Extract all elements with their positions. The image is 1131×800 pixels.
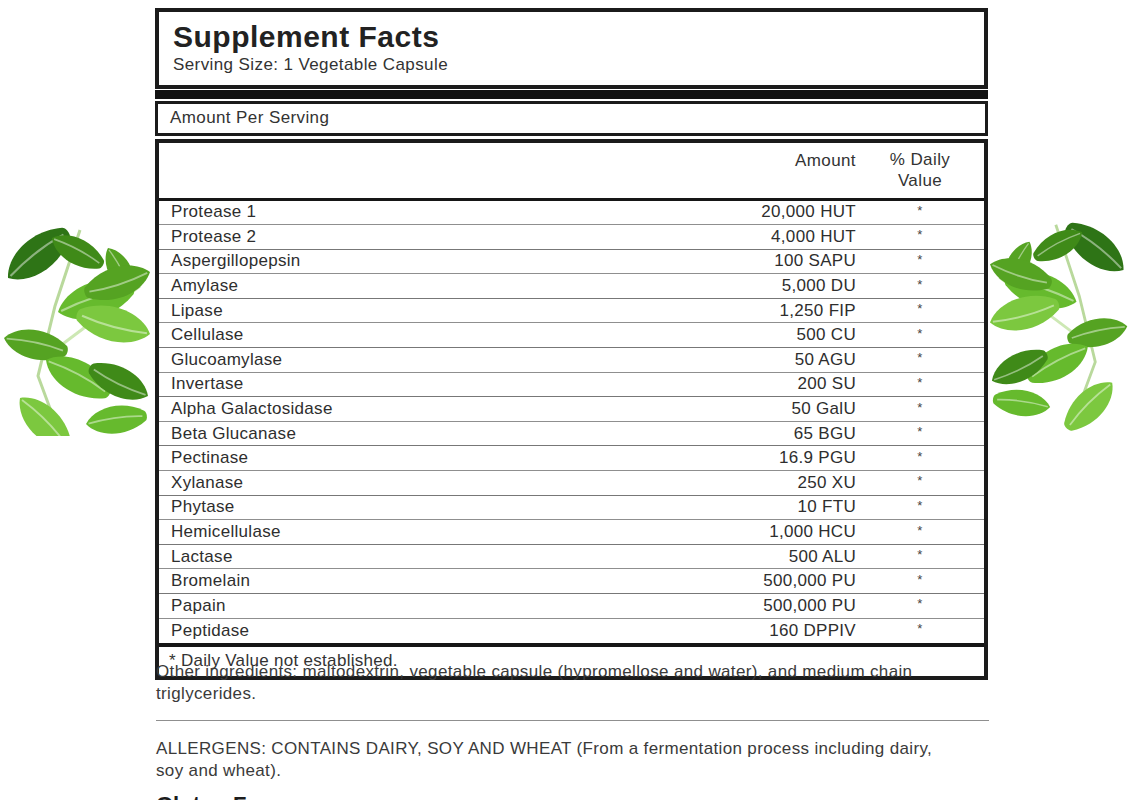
table-row: Phytase 10 FTU *	[159, 496, 984, 521]
ingredient-amount: 500 ALU	[670, 547, 856, 567]
ingredient-amount: 100 SAPU	[670, 251, 856, 271]
ingredient-amount: 10 FTU	[670, 497, 856, 517]
ingredient-dv: *	[856, 252, 984, 267]
ingredient-name: Cellulase	[159, 325, 670, 345]
table-row: Beta Glucanase 65 BGU *	[159, 422, 984, 447]
table-row: Lipase 1,250 FIP *	[159, 299, 984, 324]
table-row: Cellulase 500 CU *	[159, 323, 984, 348]
ingredient-name: Amylase	[159, 276, 670, 296]
table-header-row: Amount % Daily Value	[159, 143, 984, 201]
footer-text-block: Other ingredients: maltodextrin, vegetab…	[156, 661, 989, 800]
ingredient-dv: *	[856, 400, 984, 415]
table-row: Invertase 200 SU *	[159, 373, 984, 398]
ingredient-amount: 500 CU	[670, 325, 856, 345]
table-row: Xylanase 250 XU *	[159, 471, 984, 496]
ingredient-dv: *	[856, 473, 984, 488]
amount-per-serving-box: Amount Per Serving	[155, 101, 988, 136]
leaf-cluster-right-icon	[988, 221, 1131, 433]
table-row: Protease 2 4,000 HUT *	[159, 225, 984, 250]
ingredient-name: Xylanase	[159, 473, 670, 493]
ingredient-dv: *	[856, 277, 984, 292]
title-box: Supplement Facts Serving Size: 1 Vegetab…	[155, 8, 988, 89]
daily-value-line1: % Daily	[890, 150, 950, 169]
ingredient-dv: *	[856, 547, 984, 562]
ingredient-name: Glucoamylase	[159, 350, 670, 370]
ingredient-name: Phytase	[159, 497, 670, 517]
table-row: Peptidase 160 DPPIV *	[159, 619, 984, 644]
leaf-cluster-left-icon	[0, 226, 152, 436]
allergens-text: ALLERGENS: CONTAINS DAIRY, SOY AND WHEAT…	[156, 738, 946, 783]
table-row: Glucoamylase 50 AGU *	[159, 348, 984, 373]
ingredient-amount: 250 XU	[670, 473, 856, 493]
ingredient-dv: *	[856, 572, 984, 587]
footer-divider	[156, 720, 989, 721]
ingredient-dv: *	[856, 350, 984, 365]
ingredients-table: Amount % Daily Value Protease 1 20,000 H…	[155, 139, 988, 680]
ingredient-amount: 50 GalU	[670, 399, 856, 419]
ingredient-amount: 5,000 DU	[670, 276, 856, 296]
table-row: Amylase 5,000 DU *	[159, 274, 984, 299]
ingredient-amount: 65 BGU	[670, 424, 856, 444]
panel-title: Supplement Facts	[173, 20, 970, 53]
table-row: Papain 500,000 PU *	[159, 594, 984, 619]
supplement-label-image: Supplement Facts Serving Size: 1 Vegetab…	[0, 0, 1131, 800]
table-row: Aspergillopepsin 100 SAPU *	[159, 250, 984, 275]
ingredient-name: Lactase	[159, 547, 670, 567]
ingredient-amount: 160 DPPIV	[670, 621, 856, 641]
supplement-facts-panel: Supplement Facts Serving Size: 1 Vegetab…	[155, 8, 988, 680]
serving-size-text: Serving Size: 1 Vegetable Capsule	[173, 55, 970, 75]
amount-per-serving-text: Amount Per Serving	[170, 108, 329, 127]
gluten-free-text: Gluten-Free	[156, 792, 989, 800]
ingredient-dv: *	[856, 203, 984, 218]
ingredient-name: Lipase	[159, 301, 670, 321]
ingredient-name: Beta Glucanase	[159, 424, 670, 444]
ingredient-name: Protease 2	[159, 227, 670, 247]
table-row: Hemicellulase 1,000 HCU *	[159, 520, 984, 545]
table-row: Lactase 500 ALU *	[159, 545, 984, 570]
ingredient-name: Invertase	[159, 374, 670, 394]
table-row: Protease 1 20,000 HUT *	[159, 201, 984, 226]
ingredient-name: Alpha Galactosidase	[159, 399, 670, 419]
ingredient-dv: *	[856, 424, 984, 439]
ingredient-amount: 4,000 HUT	[670, 227, 856, 247]
ingredient-amount: 500,000 PU	[670, 571, 856, 591]
ingredient-amount: 50 AGU	[670, 350, 856, 370]
ingredient-name: Pectinase	[159, 448, 670, 468]
table-rows: Protease 1 20,000 HUT * Protease 2 4,000…	[159, 201, 984, 644]
ingredient-name: Peptidase	[159, 621, 670, 641]
ingredient-dv: *	[856, 621, 984, 636]
ingredient-dv: *	[856, 301, 984, 316]
table-row: Bromelain 500,000 PU *	[159, 569, 984, 594]
column-header-amount: Amount	[670, 149, 856, 171]
ingredient-dv: *	[856, 498, 984, 513]
ingredient-dv: *	[856, 326, 984, 341]
table-row: Alpha Galactosidase 50 GalU *	[159, 397, 984, 422]
ingredient-name: Hemicellulase	[159, 522, 670, 542]
daily-value-line2: Value	[898, 171, 942, 190]
ingredient-dv: *	[856, 523, 984, 538]
ingredient-name: Protease 1	[159, 202, 670, 222]
table-row: Pectinase 16.9 PGU *	[159, 446, 984, 471]
ingredient-name: Bromelain	[159, 571, 670, 591]
column-header-daily-value: % Daily Value	[856, 149, 984, 192]
thick-divider-bar	[155, 90, 988, 99]
ingredient-amount: 500,000 PU	[670, 596, 856, 616]
other-ingredients-text: Other ingredients: maltodextrin, vegetab…	[156, 661, 961, 706]
ingredient-name: Aspergillopepsin	[159, 251, 670, 271]
ingredient-amount: 1,000 HCU	[670, 522, 856, 542]
ingredient-dv: *	[856, 375, 984, 390]
ingredient-amount: 1,250 FIP	[670, 301, 856, 321]
ingredient-amount: 200 SU	[670, 374, 856, 394]
ingredient-dv: *	[856, 227, 984, 242]
ingredient-amount: 16.9 PGU	[670, 448, 856, 468]
ingredient-dv: *	[856, 596, 984, 611]
ingredient-name: Papain	[159, 596, 670, 616]
ingredient-amount: 20,000 HUT	[670, 202, 856, 222]
ingredient-dv: *	[856, 449, 984, 464]
